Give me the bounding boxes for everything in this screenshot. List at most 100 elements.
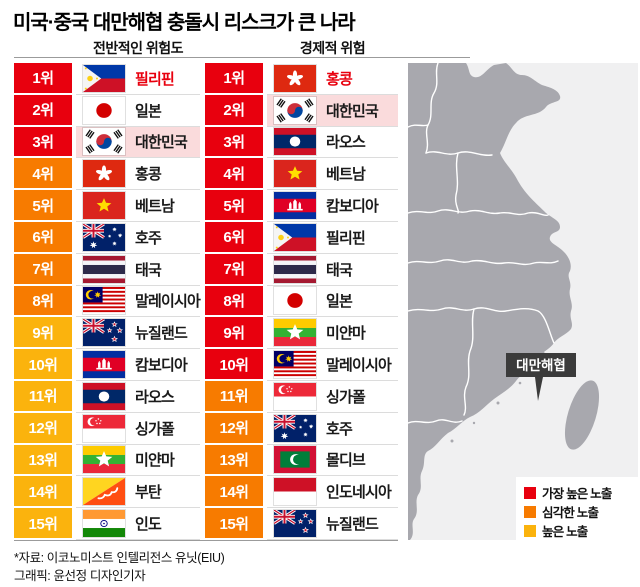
country-name: 라오스 — [135, 388, 175, 406]
rank-label: 12위 — [219, 420, 250, 438]
rank-row: 11위 라오스 — [14, 380, 200, 413]
country-cell: 말레이시아 — [75, 285, 201, 318]
country-name: 말레이시아 — [326, 357, 392, 375]
rank-badge: 9위 — [14, 317, 72, 350]
country-cell: 캄보디아 — [76, 349, 200, 381]
bhutan-flag — [83, 478, 125, 506]
rank-row: 12위 호주 — [205, 412, 398, 445]
country-cell: 싱가폴 — [267, 380, 398, 413]
country-name: 대한민국 — [135, 134, 188, 152]
map-svg: 대만해협 — [408, 63, 638, 540]
country-cell: 베트남 — [267, 158, 398, 191]
rank-row: 3위 대한민국 — [14, 126, 200, 159]
rank-row: 14위 인도네시아 — [205, 476, 398, 509]
hong-kong-flag — [83, 160, 125, 188]
country-name: 태국 — [326, 261, 353, 279]
country-name: 뉴질랜드 — [326, 516, 379, 534]
rank-row: 15위 뉴질랜드 — [205, 508, 398, 540]
rank-row: 6위 필리핀 — [205, 221, 398, 254]
rank-label: 15위 — [219, 515, 250, 533]
country-cell: 뉴질랜드 — [267, 508, 398, 540]
taiwan-island-shape — [564, 380, 600, 450]
country-name: 말레이시아 — [134, 293, 201, 311]
legend-row: 심각한 노출 — [524, 502, 638, 521]
legend-color-swatch — [524, 524, 536, 537]
rank-row: 8위 일본 — [205, 285, 398, 318]
country-cell: 미얀마 — [76, 444, 200, 477]
rank-badge: 13위 — [14, 444, 72, 477]
table-bottom-line — [14, 540, 398, 541]
country-cell: 베트남 — [76, 190, 200, 222]
japan-flag — [83, 96, 125, 124]
country-name: 베트남 — [135, 198, 175, 216]
rank-label: 6위 — [223, 229, 245, 247]
rank-label: 1위 — [223, 70, 245, 88]
rank-row: 13위 미얀마 — [14, 444, 200, 477]
rank-label: 14위 — [219, 483, 250, 501]
rank-row: 3위 라오스 — [205, 126, 398, 159]
rank-label: 3위 — [223, 133, 245, 151]
laos-flag — [274, 128, 316, 156]
country-name: 홍콩 — [326, 70, 353, 88]
south-korea-flag — [83, 128, 125, 156]
vietnam-flag — [274, 160, 316, 188]
rank-row: 4위 베트남 — [205, 158, 398, 191]
rank-row: 6위 호주 — [14, 221, 200, 254]
country-name: 인도네시아 — [326, 484, 392, 502]
rank-badge: 14위 — [205, 476, 263, 509]
rank-label: 4위 — [223, 165, 245, 183]
rank-label: 12위 — [28, 420, 59, 438]
rank-row: 10위 말레이시아 — [205, 349, 398, 381]
country-name: 필리핀 — [135, 70, 175, 88]
country-cell: 캄보디아 — [267, 190, 398, 222]
legend-label: 가장 높은 노출 — [542, 487, 612, 501]
vietnam-flag — [83, 192, 125, 220]
myanmar-flag — [83, 446, 125, 474]
country-name: 캄보디아 — [326, 198, 379, 216]
india-flag — [83, 510, 125, 538]
country-cell: 홍콩 — [267, 63, 398, 95]
rank-row: 1위 필리핀 — [14, 63, 200, 95]
rank-badge: 6위 — [205, 221, 263, 254]
malaysia-flag — [82, 287, 125, 315]
rank-badge: 12위 — [205, 412, 263, 445]
rank-badge: 14위 — [14, 476, 72, 509]
rank-label: 11위 — [28, 388, 58, 406]
thailand-flag — [274, 255, 316, 283]
rank-badge: 11위 — [205, 380, 263, 413]
column-header-overall-risk: 전반적인 위험도 — [92, 40, 184, 56]
rank-badge: 8위 — [205, 285, 263, 318]
economic-risk-ranking-list: 1위 홍콩 2위 대한민국 3위 라오스 4위 베트남 5위 캄보디아 6위 필리핀 7위 태국 8위 일본 9… — [205, 63, 398, 540]
rank-label: 1위 — [32, 70, 54, 88]
legend-label: 높은 노출 — [542, 525, 588, 539]
legend-label: 심각한 노출 — [542, 506, 599, 520]
country-cell: 태국 — [267, 253, 398, 286]
country-cell: 홍콩 — [76, 158, 200, 191]
country-name: 호주 — [326, 420, 353, 438]
rank-row: 15위 인도 — [14, 508, 200, 540]
rank-row: 11위 싱가폴 — [205, 380, 398, 413]
rank-label: 10위 — [219, 356, 250, 374]
australia-flag — [274, 414, 316, 442]
country-name: 캄보디아 — [135, 357, 188, 375]
country-name: 몰디브 — [326, 452, 366, 470]
rank-badge: 1위 — [205, 63, 263, 95]
rank-row: 8위 말레이시아 — [14, 285, 201, 318]
rank-label: 9위 — [223, 324, 245, 342]
rank-label: 6위 — [32, 229, 54, 247]
country-cell: 호주 — [76, 221, 200, 254]
new-zealand-flag — [274, 510, 316, 538]
rank-label: 7위 — [223, 261, 245, 279]
rank-badge: 10위 — [205, 349, 263, 381]
rank-badge: 6위 — [14, 221, 72, 254]
legend-row: 가장 높은 노출 — [524, 483, 638, 502]
country-cell: 호주 — [267, 412, 398, 445]
hong-kong-flag — [274, 64, 316, 92]
country-cell: 일본 — [267, 285, 398, 318]
taiwan-strait-map: 대만해협 — [408, 63, 638, 540]
rank-label: 4위 — [32, 165, 54, 183]
country-name: 뉴질랜드 — [135, 325, 188, 343]
rank-row: 7위 태국 — [205, 253, 398, 286]
country-cell: 싱가폴 — [76, 412, 200, 445]
